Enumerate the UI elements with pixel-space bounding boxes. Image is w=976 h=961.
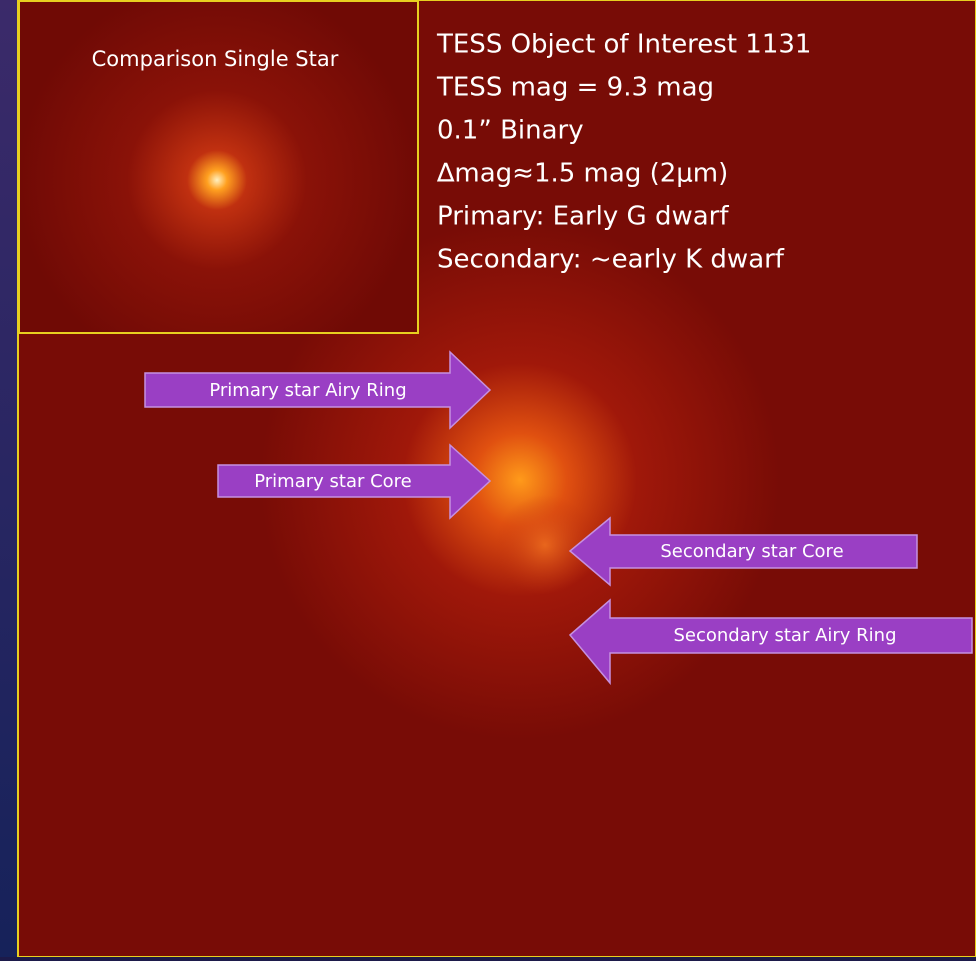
arrow-label: Primary star Airy Ring	[209, 380, 406, 401]
arrow-label: Secondary star Core	[660, 541, 843, 562]
slide: Comparison Single Star TESS Object of In…	[0, 0, 976, 957]
inset-title: Comparison Single Star	[92, 47, 339, 71]
arrow-label: Secondary star Airy Ring	[673, 625, 896, 646]
info-line: Primary: Early G dwarf	[437, 202, 729, 232]
info-line: Secondary: ~early K dwarf	[437, 245, 785, 275]
page: Comparison Single Star TESS Object of In…	[0, 0, 976, 957]
info-line: TESS mag = 9.3 mag	[436, 73, 714, 103]
info-line: TESS Object of Interest 1131	[436, 30, 811, 60]
info-line: ∆mag≈1.5 mag (2μm)	[436, 159, 728, 189]
info-line: 0.1” Binary	[437, 116, 584, 146]
arrow-label: Primary star Core	[254, 471, 412, 492]
